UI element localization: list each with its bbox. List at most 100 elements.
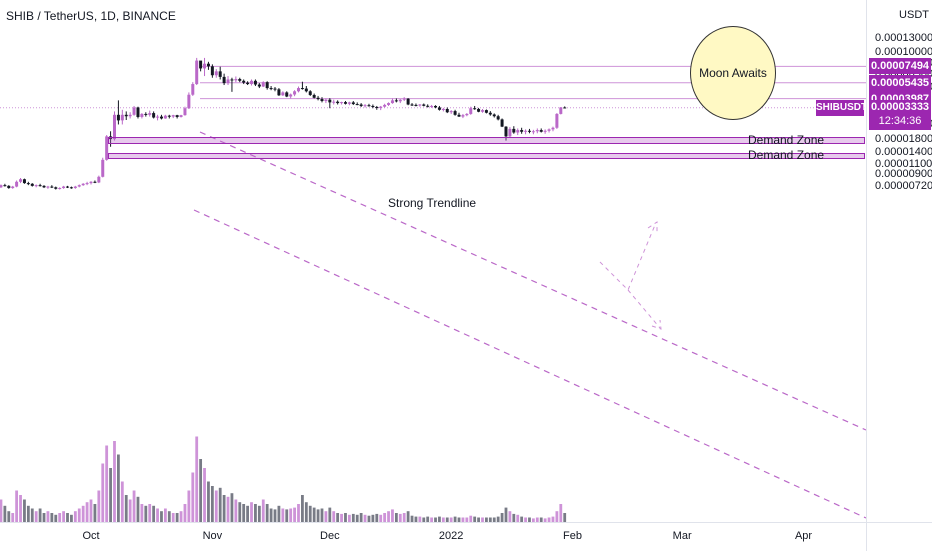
volume-bar	[226, 496, 230, 522]
candle-body	[50, 186, 54, 188]
candle-body	[449, 111, 453, 113]
time-tick-label: Apr	[794, 530, 813, 542]
candle-body	[77, 185, 81, 187]
volume-bar	[383, 513, 387, 522]
candle-body	[457, 114, 461, 117]
volume-bar	[512, 513, 516, 522]
candle-body	[390, 100, 394, 104]
volume-bar	[430, 517, 434, 522]
volume-bar	[426, 516, 430, 522]
volume-bar	[473, 516, 477, 522]
time-scale[interactable]: Oct Nov Dec 2022 Feb Mar Apr	[0, 522, 866, 551]
candle-body	[159, 116, 163, 119]
volume-bar	[461, 517, 465, 522]
volume-bar	[359, 513, 363, 522]
volume-bar	[62, 511, 65, 522]
candle-body	[120, 114, 124, 121]
plot-area[interactable]: SHIB / TetherUS, 1D, BINANCE Demand Zone…	[0, 0, 866, 522]
candle-body	[234, 79, 238, 81]
candle-body	[383, 104, 387, 107]
volume-bar	[73, 511, 77, 522]
candle-body	[551, 127, 555, 130]
candle-body	[269, 88, 273, 90]
candle-body	[531, 131, 535, 133]
candle-body	[81, 183, 85, 186]
volume-bar	[516, 514, 520, 522]
candle-body	[434, 105, 438, 108]
volume-bar	[301, 495, 304, 522]
price-scale[interactable]: USDT 0.000130000.000100000.000080000.000…	[866, 0, 932, 522]
candle-body	[203, 63, 207, 69]
volume-bar	[269, 508, 273, 522]
volume-bar	[379, 514, 383, 522]
volume-bar	[563, 513, 567, 522]
candle-body	[324, 99, 328, 102]
volume-bar	[414, 516, 418, 522]
volume-bar	[371, 514, 375, 522]
candle-body	[0, 185, 3, 188]
volume-bar	[469, 515, 473, 522]
candle-body	[441, 109, 445, 111]
candle-body	[144, 113, 148, 115]
price-tick-label: 0.00010000	[875, 45, 932, 58]
volume-bar	[195, 436, 199, 522]
candle-body	[543, 130, 547, 132]
candle-body	[253, 80, 257, 85]
candle-body	[281, 92, 285, 96]
candle-body	[140, 113, 144, 117]
volume-bar	[344, 513, 347, 522]
candle-body	[246, 82, 250, 85]
candle-body	[289, 94, 293, 97]
candle-body	[26, 183, 30, 185]
candle-body	[116, 114, 120, 121]
candle-body	[214, 71, 218, 76]
volume-bar	[160, 511, 163, 522]
volume-bar	[375, 513, 379, 522]
candle-body	[461, 115, 465, 117]
candle-body	[512, 128, 516, 133]
candle-body	[7, 185, 11, 189]
volume-bar	[85, 502, 89, 522]
volume-bar	[97, 490, 101, 522]
demand-zone-label-lower: Demand Zone	[748, 148, 825, 162]
candle-body	[300, 88, 304, 90]
candle-body	[520, 130, 524, 132]
candle-body	[85, 183, 89, 185]
price-tick-label: 0.00001100	[875, 158, 932, 171]
candle-body	[89, 181, 93, 184]
demand-zone-upper[interactable]	[108, 136, 865, 145]
volume-bar	[218, 487, 222, 522]
volume-bar	[336, 513, 340, 522]
volume-bar	[238, 502, 242, 522]
candle-body	[359, 104, 363, 106]
volume-bar	[19, 495, 22, 522]
time-tick-label: Nov	[202, 530, 223, 542]
moon-circle[interactable]: Moon Awaits	[690, 26, 776, 120]
price-chart[interactable]	[0, 0, 866, 522]
symbol-title[interactable]: SHIB / TetherUS, 1D, BINANCE	[6, 9, 176, 23]
candle-body	[504, 126, 508, 137]
candle-body	[524, 130, 528, 132]
candle-body	[375, 107, 379, 109]
candle-body	[171, 115, 175, 117]
candle-body	[3, 185, 7, 187]
volume-bar	[328, 507, 332, 522]
candle-body	[11, 186, 15, 189]
volume-bar	[316, 509, 320, 522]
candle-body	[387, 103, 391, 105]
volume-bar	[485, 517, 488, 522]
volume-bar	[250, 502, 253, 522]
volume-bar	[38, 508, 42, 522]
candle-body	[163, 115, 167, 119]
candle-body	[402, 98, 406, 100]
candle-body	[539, 130, 543, 132]
candle-body	[363, 105, 367, 107]
demand-zone-lower[interactable]	[108, 153, 865, 159]
volume-bar	[257, 505, 261, 522]
candle-body	[230, 79, 234, 81]
candle-body	[430, 105, 434, 107]
candle-body	[465, 113, 469, 116]
projection-down-path	[627, 289, 661, 329]
volume-bar	[391, 509, 394, 522]
volume-bar	[105, 445, 109, 522]
